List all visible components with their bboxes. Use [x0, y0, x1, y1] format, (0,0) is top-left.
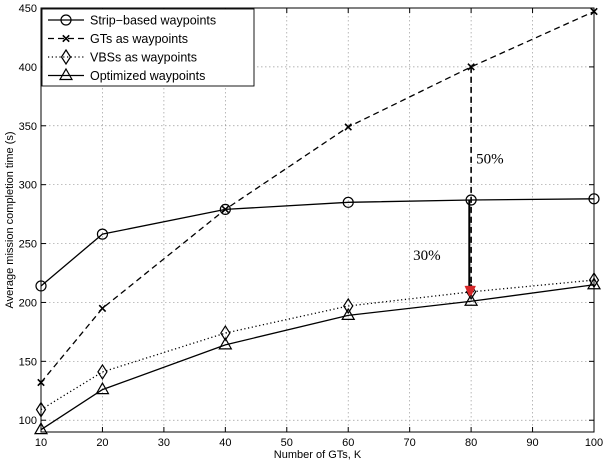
annotations: 50% 30% [413, 66, 504, 297]
x-tick-label: 30 [158, 437, 170, 449]
series-3 [35, 271, 600, 418]
grid [41, 8, 594, 432]
data-point [464, 293, 479, 306]
series-1 [35, 193, 600, 292]
data-point [96, 228, 109, 240]
legend-label: GTs as waypoints [90, 32, 188, 46]
legend-marker [60, 14, 72, 26]
data-point [95, 381, 110, 395]
y-tick-label: 150 [19, 356, 37, 368]
data-point [342, 196, 354, 208]
y-tick-label: 250 [19, 239, 37, 251]
x-tick-label: 100 [585, 437, 603, 449]
annotation-label: 30% [413, 248, 441, 264]
data-point [341, 307, 356, 320]
data-point [218, 337, 233, 350]
legend-marker [58, 67, 74, 81]
legend-label: Strip−based waypoints [90, 14, 216, 28]
data-point [98, 304, 107, 313]
y-tick-label: 200 [19, 297, 37, 309]
legend-item: Strip−based waypoints [48, 14, 216, 28]
y-tick-label: 400 [19, 62, 37, 74]
legend-marker [60, 48, 72, 66]
plot-frame [40, 7, 595, 433]
x-tick-label: 10 [35, 437, 47, 449]
y-axis-label: Average mission completion time (s) [4, 131, 16, 308]
data-point [33, 421, 49, 435]
y-tick-label: 100 [19, 415, 37, 427]
x-tick-label: 70 [404, 437, 416, 449]
annotation-label: 50% [476, 151, 504, 167]
series-line [40, 10, 595, 383]
y-tick-label: 350 [19, 121, 37, 133]
y-tick-label: 450 [19, 3, 37, 15]
data-point [465, 194, 477, 206]
legend-item: VBSs as waypoints [48, 48, 197, 66]
data-point [219, 203, 231, 215]
data-point [97, 363, 108, 381]
x-tick-label: 60 [342, 437, 354, 449]
data-point [344, 123, 352, 131]
data-point [343, 297, 354, 315]
legend-item: Optimized waypoints [48, 67, 205, 83]
y-tick-label: 300 [19, 180, 37, 192]
legend: Strip−based waypoints GTs as waypoints VBS… [41, 8, 255, 87]
x-axis-label: Number of GTs, K [274, 449, 362, 461]
legend-marker [62, 34, 70, 43]
series-4 [33, 277, 602, 435]
data-point [221, 205, 230, 214]
series-line [40, 279, 595, 411]
axes: 10 20 30 40 50 60 70 80 90 100 100 150 200 250 300 350 4… [19, 3, 604, 449]
legend-box [41, 8, 255, 87]
x-tick-label: 80 [465, 437, 477, 449]
x-tick-label: 20 [96, 437, 108, 449]
x-tick-label: 50 [281, 437, 293, 449]
legend-label: Optimized waypoints [90, 69, 205, 83]
series-line [40, 284, 595, 431]
x-tick-label: 90 [526, 437, 538, 449]
legend-label: VBSs as waypoints [90, 51, 197, 65]
series-line [40, 198, 595, 287]
annotation-arrowhead [464, 285, 475, 297]
x-tick-label: 40 [219, 437, 231, 449]
data-point [220, 324, 231, 342]
legend-item: GTs as waypoints [48, 32, 188, 46]
